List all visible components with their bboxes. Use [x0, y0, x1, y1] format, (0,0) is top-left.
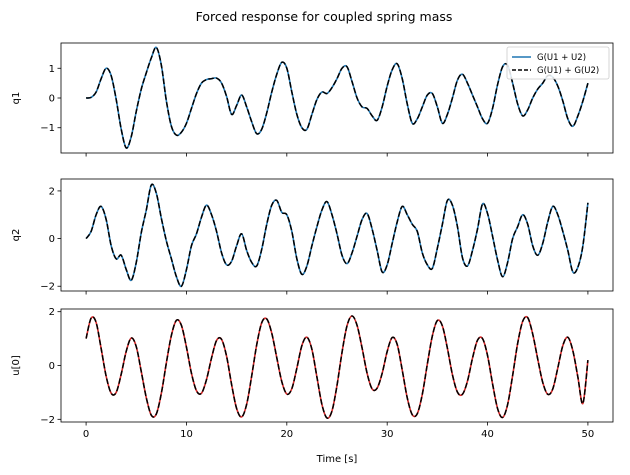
- legend: G(U1 + U2) G(U1) + G(U2): [506, 46, 610, 80]
- legend-label: G(U1) + G(U2): [537, 66, 599, 76]
- panel-q1: −1 0 1 q1 G(U1 + U2) G(U1) + G(U2): [11, 42, 614, 157]
- series-line: [85, 183, 589, 288]
- x-tick-label: 20: [280, 429, 293, 440]
- chart-title: Forced response for coupled spring mass: [196, 9, 453, 24]
- y-tick-label: 0: [49, 94, 55, 105]
- y-tick-label: 0: [49, 361, 55, 372]
- y-tick-label: 0: [49, 234, 55, 245]
- y-tick-label: −2: [40, 415, 55, 426]
- x-axis-label: Time [s]: [316, 454, 358, 465]
- x-tick-label: 40: [481, 429, 494, 440]
- y-axis-label: u[0]: [11, 355, 22, 376]
- y-axis-label: q1: [11, 92, 22, 105]
- series-line: [85, 315, 589, 419]
- x-tick-label: 10: [180, 429, 193, 440]
- panel-u0: 0 10 20 30 40 50 −2 0 2 u[0]: [11, 307, 614, 440]
- series-line: [85, 315, 589, 419]
- legend-box: [506, 46, 610, 80]
- panel-q2: −2 0 2 q2: [11, 178, 614, 295]
- x-tick-label: 30: [381, 429, 394, 440]
- legend-label: G(U1 + U2): [537, 53, 586, 63]
- series-line: [86, 46, 589, 149]
- y-tick-label: 2: [49, 307, 55, 318]
- x-tick-label: 50: [582, 429, 595, 440]
- series-line: [85, 183, 589, 288]
- x-tick-label: 0: [83, 429, 89, 440]
- y-tick-label: −1: [40, 123, 55, 134]
- y-tick-label: 2: [49, 186, 55, 197]
- plot-frame: [60, 178, 614, 292]
- y-tick-label: −2: [40, 282, 55, 293]
- y-tick-label: 1: [49, 64, 55, 75]
- y-axis-label: q2: [11, 229, 22, 242]
